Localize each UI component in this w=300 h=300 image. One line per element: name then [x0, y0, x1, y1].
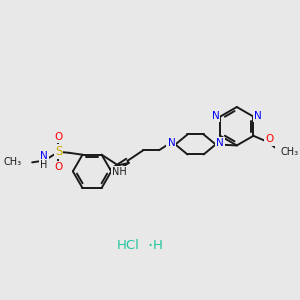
Text: N: N — [40, 151, 48, 161]
Text: H: H — [152, 239, 162, 253]
Text: CH₃: CH₃ — [4, 158, 22, 167]
Text: S: S — [55, 145, 62, 158]
Text: O: O — [54, 132, 63, 142]
Text: O: O — [54, 162, 63, 172]
Text: CH₃: CH₃ — [280, 148, 299, 158]
Text: N: N — [254, 110, 262, 121]
Text: O: O — [266, 134, 274, 144]
Text: ·: · — [147, 237, 152, 255]
Text: HCl: HCl — [117, 239, 140, 253]
Text: N: N — [167, 138, 175, 148]
Text: N: N — [216, 138, 224, 148]
Text: H: H — [40, 160, 47, 170]
Text: NH: NH — [112, 167, 127, 178]
Text: N: N — [212, 110, 219, 121]
